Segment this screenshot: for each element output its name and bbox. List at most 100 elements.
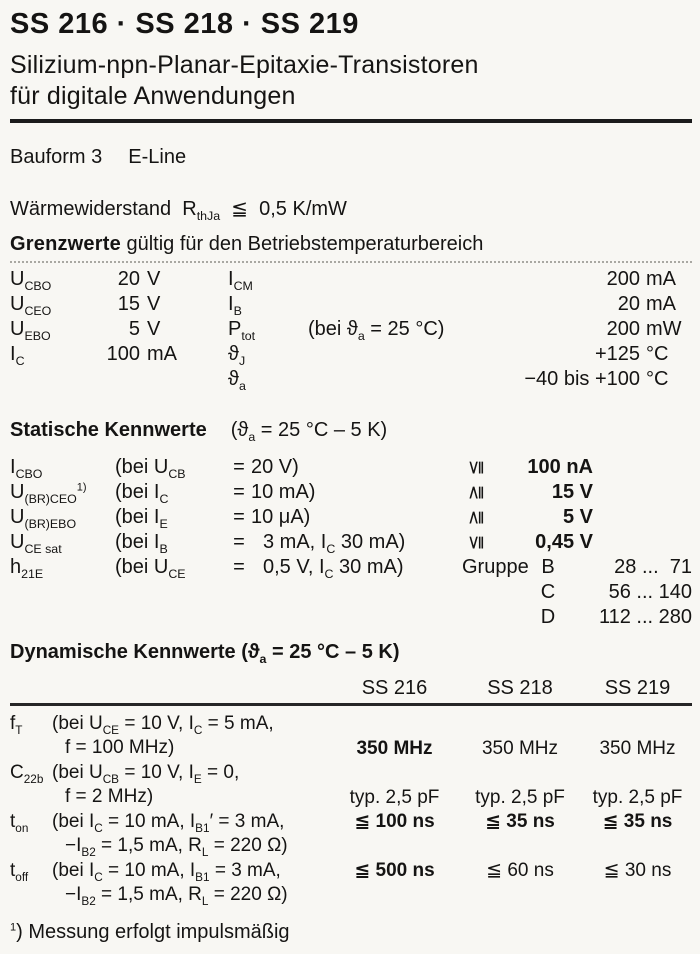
limit-symbol: Ptot — [228, 318, 256, 343]
param-symbol: toff — [10, 860, 29, 884]
statische-heading-bold: Statische Kennwerte — [10, 419, 207, 441]
equals-sign: = — [233, 456, 245, 478]
param-value: 5 V — [562, 506, 593, 528]
param-value-ss216: typ. 2,5 pF — [349, 787, 440, 808]
limit-value: 20 — [617, 293, 640, 315]
grenzwerte-table: UCBO 20 V ICM 200 mA UCEO 15 V IB 20 mA UEBO 5 V Ptot… — [10, 267, 692, 392]
equals-sign: = — [233, 531, 245, 553]
param-condition: (bei IC = 10 mA, IB1 = 3 mA, −IB2 = 1,5 m… — [52, 860, 288, 908]
equals-sign: = — [233, 556, 245, 578]
equals-sign: = — [233, 506, 245, 528]
limit-unit: °C — [646, 343, 669, 365]
table-row: U(BR)CEO1) (bei IC = 10 mA) ≧ 15 V — [10, 480, 692, 505]
param-value-ss216: ≦ 100 ns — [354, 811, 435, 832]
equals-sign: = — [233, 481, 245, 503]
limit-condition — [308, 342, 462, 367]
table-row: UCE sat (bei IB = 3 mA, IC 30 mA) ≦ 0,45 V — [10, 530, 692, 555]
param-value: 15 V — [551, 481, 593, 503]
param-condition: (bei IE — [115, 506, 168, 531]
subtitle-line1: Silizium-npn-Planar-Epitaxie-Transistore… — [10, 51, 479, 79]
limit-unit: V — [147, 293, 161, 315]
column-header-ss216: SS 216 — [361, 677, 428, 699]
param-symbol: U(BR)CEO1) — [10, 481, 87, 506]
dynamische-heading-bold: Dynamische Kennwerte — [10, 641, 236, 663]
param-condition: (bei UCE = 10 V, IC = 5 mA, f = 100 MHz) — [52, 713, 274, 758]
thermal-resistance-line: Wärmewiderstand RthJa ≦ 0,5 K/mW — [10, 198, 347, 223]
grenzwerte-heading: Grenzwerte gültig für den Betriebstemper… — [10, 233, 692, 256]
limit-symbol: ICM — [228, 268, 253, 293]
statische-heading: Statische Kennwerte (ϑa = 25 °C – 5 K) — [10, 419, 692, 443]
table-row: h21E (bei UCE = 0,5 V, IC 30 mA) Gruppe B 28 .… — [10, 555, 692, 580]
grenzwerte-heading-bold: Grenzwerte — [10, 233, 121, 255]
table-row: C22b (bei UCB = 10 V, IE = 0, f = 2 MHz) … — [10, 761, 692, 810]
gain-group: Gruppe B 28 ... 71 — [462, 555, 692, 580]
relation-symbol: ≧ — [465, 484, 487, 501]
group-range: 56 ... 140 — [608, 581, 692, 603]
param-condition-value: 20 V) — [251, 456, 299, 478]
table-row: U(BR)EBO (bei IE = 10 μA) ≧ 5 V — [10, 505, 692, 530]
gain-group: D 112 ... 280 — [462, 605, 692, 630]
gain-group: C 56 ... 140 — [462, 580, 692, 605]
limit-symbol: ϑJ — [228, 343, 246, 368]
param-value: 100 nA — [527, 456, 593, 478]
grenzwerte-heading-rest: gültig für den Betriebstemperaturbereich — [120, 233, 484, 255]
column-header-ss218: SS 218 — [487, 677, 553, 699]
grenzwerte-divider-rule — [10, 261, 692, 263]
param-symbol: h21E — [10, 556, 44, 581]
limit-value: 5 — [128, 318, 140, 340]
limit-value: +125 — [594, 343, 640, 365]
group-letter: B — [541, 556, 555, 578]
table-row: UCEO 15 V IB 20 mA — [10, 292, 692, 317]
param-value-ss218: ≦ 60 ns — [486, 860, 554, 881]
bauform-value: E-Line — [128, 146, 187, 168]
limit-symbol: IC — [10, 343, 25, 368]
subtitle-line2: für digitale Anwendungen — [10, 82, 296, 110]
param-symbol: UCE sat — [10, 531, 62, 556]
bauform-label: Bauform 3 — [10, 146, 103, 168]
param-condition-value: 10 mA) — [251, 481, 316, 503]
limit-value: 200 — [606, 268, 640, 290]
param-value-ss216: 350 MHz — [356, 738, 433, 759]
param-condition: (bei IB — [115, 531, 168, 556]
type-column-headers: SS 216 SS 218 SS 219 — [10, 677, 692, 700]
param-value-ss218: typ. 2,5 pF — [475, 787, 565, 808]
table-row: ϑa −40 bis +100 °C — [10, 367, 692, 392]
param-condition: (bei IC = 10 mA, IB1′ = 3 mA, −IB2 = 1,5 … — [52, 811, 288, 859]
limit-value — [95, 367, 140, 392]
param-symbol: ICBO — [10, 456, 43, 481]
group-letter: C — [540, 581, 556, 603]
param-condition: (bei UCB — [115, 456, 186, 481]
limit-unit: mA — [646, 268, 676, 290]
param-value-ss219: ≦ 30 ns — [603, 860, 672, 881]
limit-unit: °C — [646, 368, 669, 390]
param-condition-value: 3 mA, IC 30 mA) — [263, 531, 406, 556]
param-condition: (bei UCE — [115, 556, 186, 581]
param-condition-value: 0,5 V, IC 30 mA) — [263, 556, 404, 581]
limit-value: 20 — [117, 268, 140, 290]
param-value: 0,45 V — [535, 531, 593, 553]
group-letter: D — [540, 606, 556, 628]
dynamische-condition: (ϑa = 25 °C – 5 K) — [241, 641, 400, 666]
param-symbol: U(BR)EBO — [10, 506, 77, 531]
dynamische-table: fT (bei UCE = 10 V, IC = 5 mA, f = 100 MH… — [10, 712, 692, 908]
limit-value: −40 bis +100 — [524, 368, 640, 390]
limit-value: 200 — [606, 318, 640, 340]
statische-table: ICBO (bei UCB = 20 V) ≦ 100 nA U(BR)CEO1) (bei… — [10, 455, 692, 630]
limit-condition — [308, 292, 462, 317]
limit-symbol: IB — [228, 293, 242, 318]
limit-symbol: ϑa — [228, 368, 246, 393]
table-row: ICBO (bei UCB = 20 V) ≦ 100 nA — [10, 455, 692, 480]
limit-unit: mW — [646, 318, 682, 340]
title-divider-rule — [10, 119, 692, 123]
limit-symbol — [10, 367, 95, 392]
group-range: 28 ... 71 — [614, 556, 692, 578]
param-condition: (bei IC — [115, 481, 169, 506]
table-row: toff (bei IC = 10 mA, IB1 = 3 mA, −IB2 = … — [10, 859, 692, 908]
limit-condition: (bei ϑa = 25 °C) — [308, 318, 445, 343]
table-row: UCBO 20 V ICM 200 mA — [10, 267, 692, 292]
limit-symbol: UEBO — [10, 318, 51, 343]
param-value-ss219: ≦ 35 ns — [602, 811, 673, 832]
limit-condition — [308, 367, 462, 392]
param-symbol: fT — [10, 713, 23, 737]
